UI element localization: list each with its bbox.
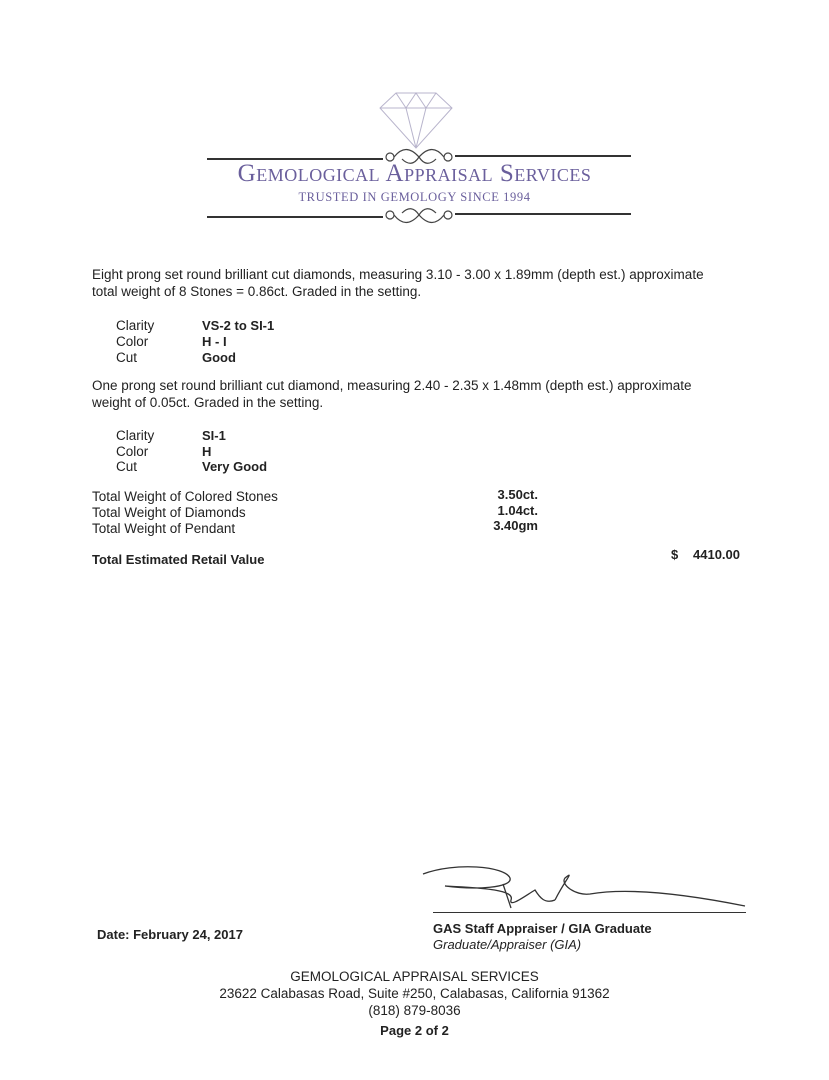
stone-description: One prong set round brilliant cut diamon… [92, 377, 732, 411]
logo-rule-bottom-right [455, 213, 631, 215]
company-tagline: TRUSTED IN GEMOLOGY SINCE 1994 [298, 190, 531, 204]
grade-value: SI-1 [202, 428, 226, 443]
appraisal-date: Date: February 24, 2017 [97, 927, 243, 942]
logo-rule-top-right [455, 155, 631, 157]
total-value: 3.50ct. [497, 487, 538, 502]
total-value: 3.40gm [493, 518, 538, 533]
flourish-icon [385, 148, 453, 164]
signature-line [433, 912, 746, 913]
currency-symbol: $ [671, 547, 679, 562]
retail-value-label: Total Estimated Retail Value [92, 552, 265, 567]
signature-title: GAS Staff Appraiser / GIA Graduate [433, 921, 652, 936]
description-line: One prong set round brilliant cut diamon… [92, 378, 692, 393]
total-label: Total Weight of Pendant [92, 521, 236, 536]
flourish-icon [385, 208, 453, 224]
total-value: 1.04ct. [497, 503, 538, 518]
description-line: total weight of 8 Stones = 0.86ct. Grade… [92, 284, 422, 299]
total-label: Total Weight of Diamonds [92, 505, 246, 520]
grade-value: H - I [202, 334, 227, 349]
logo-rule-bottom-left [207, 216, 383, 218]
grade-label: Cut [116, 350, 138, 365]
grade-label: Cut [116, 459, 138, 474]
grade-value: VS-2 to SI-1 [202, 318, 275, 333]
logo-rule-top-left [207, 158, 383, 160]
description-line: weight of 0.05ct. Graded in the setting. [92, 395, 324, 410]
grade-value: Good [202, 350, 236, 365]
grade-label: Color [116, 334, 149, 349]
footer-phone: (818) 879-8036 [368, 1003, 461, 1018]
signature-subtitle: Graduate/Appraiser (GIA) [433, 937, 582, 952]
page-number: Page 2 of 2 [380, 1023, 449, 1038]
footer-address: 23622 Calabasas Road, Suite #250, Calaba… [219, 986, 610, 1001]
description-line: Eight prong set round brilliant cut diam… [92, 267, 704, 282]
footer-company: GEMOLOGICAL APPRAISAL SERVICES [290, 969, 539, 984]
retail-value: 4410.00 [693, 547, 740, 562]
total-label: Total Weight of Colored Stones [92, 489, 278, 504]
grade-value: Very Good [202, 459, 268, 474]
signature-image [422, 866, 746, 909]
diamond-icon [379, 92, 453, 149]
grade-label: Clarity [116, 428, 155, 443]
grade-label: Clarity [116, 318, 155, 333]
stone-description: Eight prong set round brilliant cut diam… [92, 266, 732, 300]
grade-value: H [202, 444, 212, 459]
company-logo-name: Gemological Appraisal Services [237, 160, 592, 187]
grade-label: Color [116, 444, 149, 459]
